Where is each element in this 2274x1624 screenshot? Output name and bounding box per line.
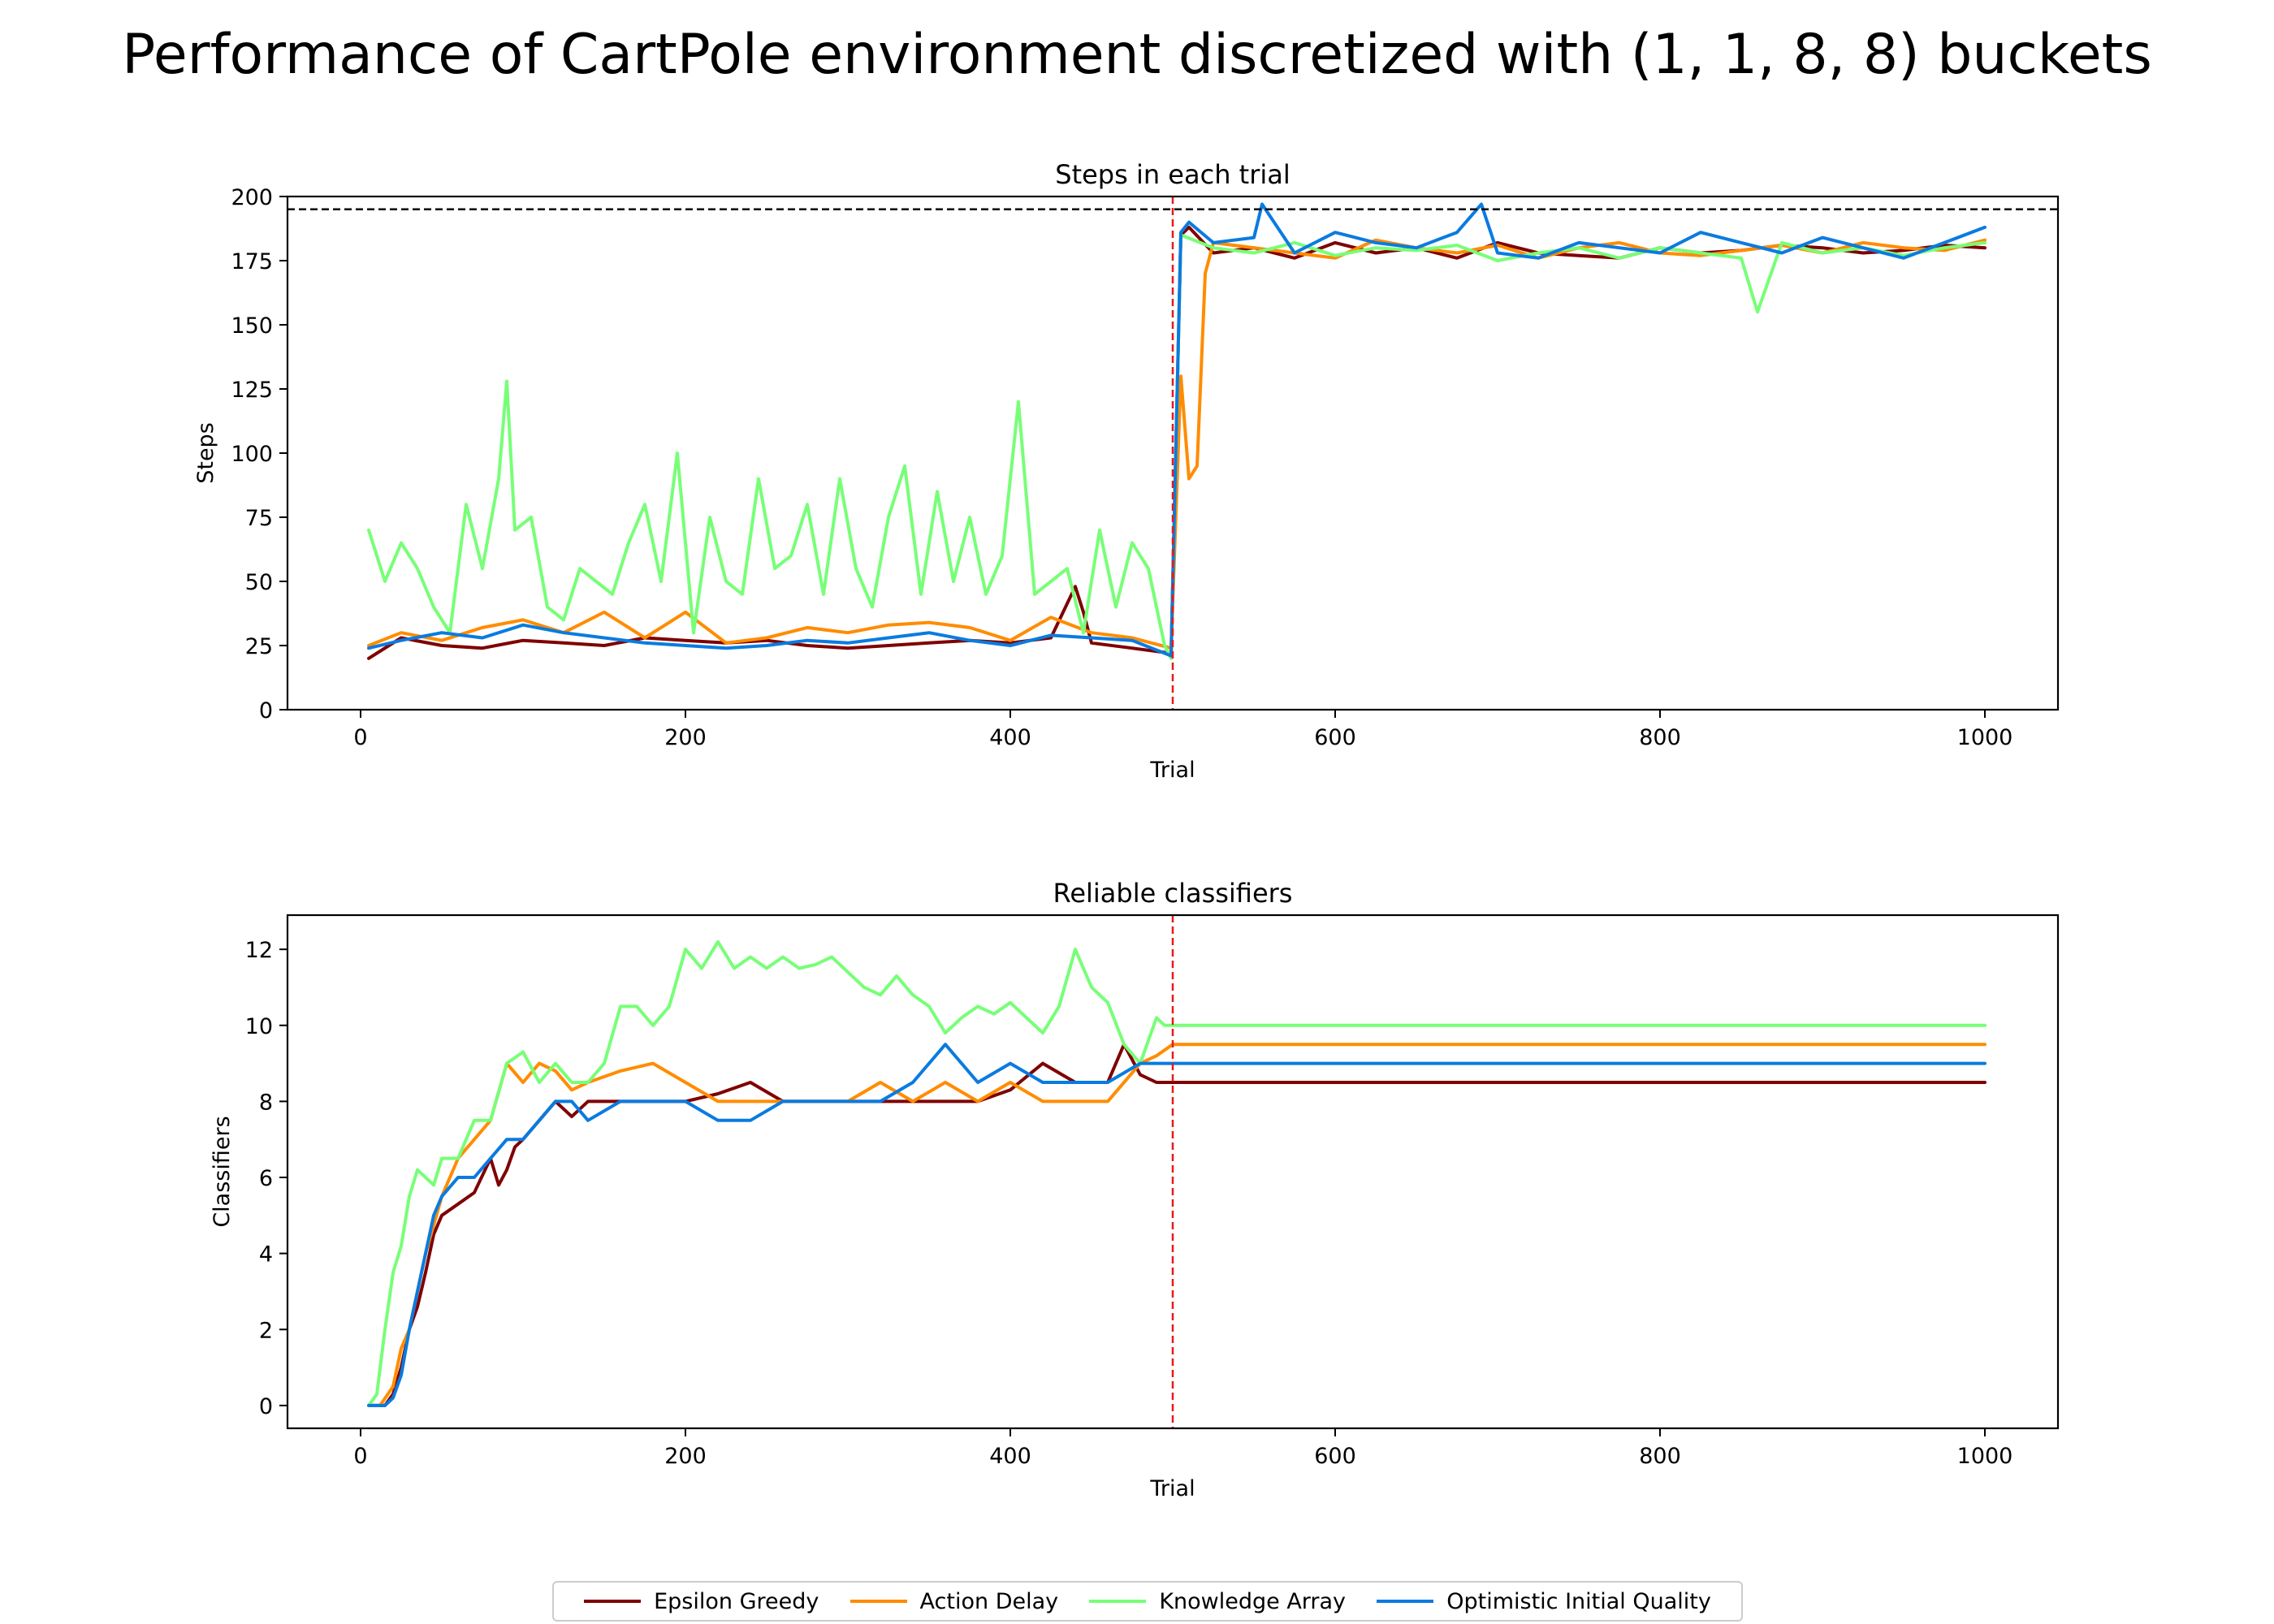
steps-ytick-label: 150 [231,313,273,339]
legend-item-action-delay: Action Delay [850,1588,1059,1614]
classifiers-ytick-label: 4 [259,1242,273,1268]
steps-xtick-label: 0 [353,725,367,750]
classifiers-axes-frame [286,914,2060,1430]
steps-xlabel: Trial [1149,758,1195,783]
legend-item-optimistic-initial-quality: Optimistic Initial Quality [1377,1589,1711,1614]
steps-series-action-delay [367,238,1987,650]
figure-title: Performance of CartPole environment disc… [122,23,2152,87]
legend-swatch [1377,1600,1434,1603]
legend-swatch [584,1600,642,1603]
steps-series-knowledge-array [367,233,1987,660]
legend-item-epsilon-greedy: Epsilon Greedy [584,1589,819,1614]
classifiers-xtick-label: 0 [353,1444,367,1469]
steps-xtick-label: 400 [989,725,1031,750]
classifiers-series-action-delay [367,1043,1987,1407]
legend: Epsilon Greedy Action Delay Knowledge Arra… [552,1581,1743,1622]
legend-label: Action Delay [919,1588,1059,1614]
steps-ytick-label: 50 [245,570,273,595]
steps-ytick-label: 200 [231,185,273,210]
classifiers-series-optimistic-initial-quality [367,1043,1987,1407]
steps-xtick-label: 200 [664,725,707,750]
classifiers-ytick-label: 2 [259,1318,273,1343]
steps-ytick-label: 175 [231,249,273,274]
steps-ytick-label: 75 [245,506,273,531]
classifiers-xtick-label: 400 [989,1444,1031,1469]
classifiers-xtick-label: 600 [1314,1444,1356,1469]
steps-ytick-label: 25 [245,634,273,659]
legend-swatch [850,1600,907,1603]
steps-xtick-label: 1000 [1957,725,2013,750]
legend-label: Knowledge Array [1159,1588,1347,1614]
legend-item-knowledge-array: Knowledge Array [1089,1589,1346,1614]
steps-ytick-label: 100 [231,442,273,467]
classifiers-series-knowledge-array [367,939,1987,1407]
steps-series-optimistic-initial-quality [367,202,1987,658]
steps-ytick-label: 125 [231,378,273,403]
steps-chart: 0 200 400 600 800 1000 0 25 50 75 100 125 150 175 200 S… [193,159,2060,783]
classifiers-title: Reliable classifiers [1053,878,1293,909]
classifiers-ytick-label: 10 [245,1014,273,1039]
classifiers-ytick-label: 12 [245,938,273,963]
classifiers-series-epsilon-greedy [367,1043,1987,1407]
classifiers-xtick-label: 800 [1639,1444,1681,1469]
legend-swatch [1089,1600,1147,1603]
classifiers-xtick-label: 200 [664,1444,707,1469]
legend-label: Optimistic Initial Quality [1446,1588,1711,1614]
classifiers-ytick-label: 6 [259,1166,273,1191]
classifiers-ytick-label: 8 [259,1090,273,1115]
legend-label: Epsilon Greedy [654,1588,819,1614]
steps-ylabel: Steps [193,422,218,484]
classifiers-chart: 0 200 400 600 800 1000 0 2 4 6 8 10 12 Reliable class… [210,878,2060,1501]
steps-title: Steps in each trial [1055,159,1290,190]
classifiers-xtick-label: 1000 [1957,1444,2013,1469]
steps-xtick-label: 800 [1639,725,1681,750]
classifiers-ylabel: Classifiers [210,1116,235,1227]
steps-xtick-label: 600 [1314,725,1356,750]
classifiers-ytick-label: 0 [259,1394,273,1419]
classifiers-xlabel: Trial [1149,1476,1195,1501]
steps-ytick-label: 0 [259,698,273,723]
